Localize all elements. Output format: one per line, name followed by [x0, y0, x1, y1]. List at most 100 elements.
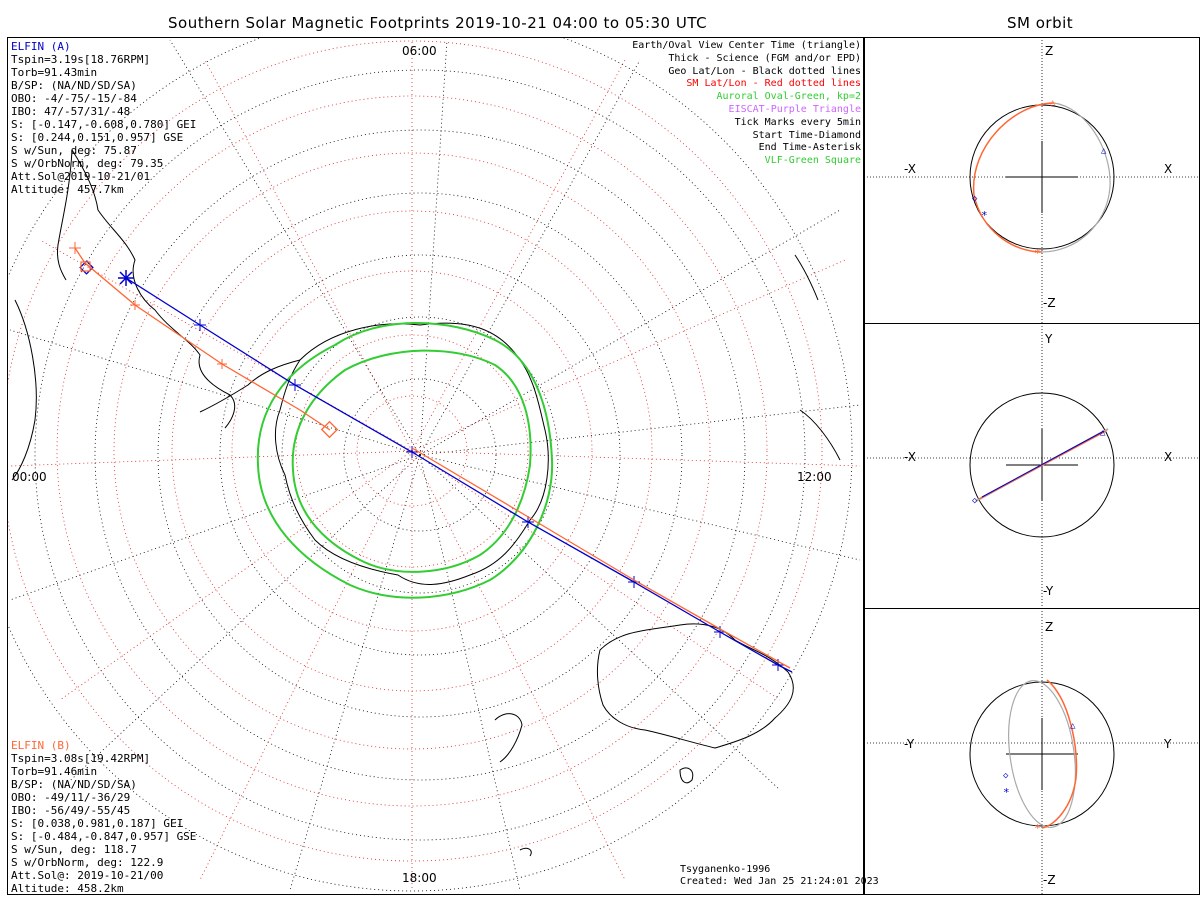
elfin-a-line: OBO: -4/-75/-15/-84 — [11, 92, 137, 105]
geo-latitude-circles — [34, 69, 806, 841]
legend-item: Earth/Oval View Center Time (triangle) — [632, 40, 861, 51]
elfin-b-name: ELFIN (B) — [11, 739, 71, 752]
orbit-start-diamond: ◇ — [972, 194, 978, 204]
orbit3-bottom-label: -Z — [1043, 873, 1056, 887]
elfin-a-line: S: [0.244,0.151,0.957] GSE — [11, 131, 184, 144]
elfin-a-line: B/SP: (NA/ND/SD/SA) — [11, 79, 137, 92]
elfin-a-line: Torb=91.43min — [11, 66, 98, 79]
orbit-start-diamond: ◇ — [1003, 771, 1009, 781]
elfin-a-end-asterisk — [118, 270, 134, 286]
geo-meridians — [9, 39, 861, 891]
tasmania — [679, 767, 694, 784]
outer-latitude-circle — [8, 38, 853, 892]
orbit-a-path — [1041, 102, 1111, 253]
elfin-b-line: Torb=91.46min — [11, 765, 98, 778]
earth-orbit-circle — [969, 681, 1115, 827]
created-timestamp: Created: Wed Jan 25 21:24:01 2023 — [680, 876, 879, 887]
orbit-panel-yz: △ ◇ * * — [864, 608, 1200, 895]
elfin-a-info: ELFIN (A) Tspin=3.19s[18.76RPM] Torb=91.… — [11, 40, 196, 196]
orbit-b-path — [1041, 679, 1078, 829]
orbit1-top-label: Z — [1045, 44, 1054, 58]
elfin-b-info: ELFIN (B) Tspin=3.08s[19.42RPM] Torb=91.… — [11, 739, 196, 895]
elfin-b-tick-marks — [69, 242, 227, 369]
orbit-b-asterisk: * — [1034, 247, 1041, 260]
orbit1-left-label: -X — [904, 162, 916, 176]
orbit-a-path-blue — [981, 430, 1105, 498]
legend-item: Thick - Science (FGM and/or EPD) — [668, 52, 861, 64]
africa-tip — [11, 299, 37, 481]
orbit2-bottom-label: -Y — [1043, 584, 1054, 598]
map-footer: Tsyganenko-1996 Created: Wed Jan 25 21:2… — [680, 864, 879, 888]
elfin-b-line: S: [0.038,0.981,0.187] GEI — [11, 817, 184, 830]
elfin-a-line: S w/OrbNorm, deg: 79.35 — [11, 157, 164, 170]
orbit-a-triangle: △ — [1100, 428, 1106, 438]
auroral-ovals — [256, 322, 554, 599]
legend-item: Geo Lat/Lon - Black dotted lines — [668, 65, 861, 77]
orbit-title: SM orbit — [1007, 14, 1074, 32]
orbit1-right-label: X — [1164, 162, 1173, 176]
legend-item: Start Time-Diamond — [752, 129, 861, 141]
legend-item: VLF-Green Square — [764, 155, 861, 167]
map-label-top: 06:00 — [402, 44, 437, 58]
elfin-a-line: IBO: 47/-57/31/-48 — [11, 105, 131, 118]
footprint-map-frame — [7, 37, 864, 895]
orbit1-bottom-label: -Z — [1043, 296, 1056, 310]
orbit-a-triangle: △ — [1070, 721, 1076, 731]
legend-item: Auroral Oval-Green, kp=2 — [716, 91, 862, 103]
orbit2-right-label: X — [1164, 450, 1173, 464]
elfin-b-line: OBO: -49/11/-36/29 — [11, 791, 131, 804]
elfin-a-track — [79, 260, 793, 673]
elfin-a-line: Att.Sol@2019-10-21/01 — [11, 170, 151, 183]
orbit2-top-label: Y — [1045, 332, 1053, 346]
elfin-b-line: S: [-0.484,-0.847,0.957] GSE — [11, 830, 197, 843]
orbit-panel-xy: ◇ △ — [864, 323, 1200, 608]
orbit-b-path — [972, 102, 1055, 253]
sm-meridians — [9, 40, 861, 890]
orbit3-left-label: -Y — [904, 737, 915, 751]
legend-item: End Time-Asterisk — [758, 142, 861, 154]
map-label-bottom: 18:00 — [402, 871, 437, 885]
south-america-coastline — [71, 149, 236, 429]
elfin-b-line: Att.Sol@: 2019-10-21/00 — [11, 869, 164, 882]
orbit2-left-label: -X — [904, 450, 916, 464]
elfin-a-name: ELFIN (A) — [11, 40, 71, 53]
elfin-b-end-square — [80, 261, 91, 272]
earth-orbit-circle — [969, 392, 1115, 538]
orbit-start-diamond: ◇ — [972, 496, 978, 506]
orbit-end-asterisk: * — [1003, 786, 1010, 799]
map-label-left: 00:00 — [12, 470, 47, 484]
antarctica-coastline — [275, 322, 549, 585]
north-australia-edge — [799, 409, 841, 461]
model-name: Tsyganenko-1996 — [680, 864, 771, 875]
auroral-oval-outer — [256, 322, 554, 599]
orbit3-right-label: Y — [1164, 737, 1172, 751]
auroral-oval-inner — [291, 349, 532, 573]
legend-item: EISCAT-Purple Triangle — [728, 103, 861, 115]
southern-islands — [519, 847, 532, 857]
elfin-b-footprint-line-2 — [411, 447, 791, 669]
orbit-panel-divider — [864, 323, 1200, 324]
elfin-b-line: B/SP: (NA/ND/SD/SA) — [11, 778, 137, 791]
orbit-a-path — [1008, 679, 1076, 829]
coastlines — [11, 149, 841, 857]
orbit-b-asterisk: * — [1034, 822, 1041, 835]
elfin-b-line: S w/Sun, deg: 118.7 — [11, 843, 137, 856]
orbit-a-triangle: △ — [1101, 146, 1107, 156]
south-america-west-coast — [57, 149, 73, 281]
elfin-a-line: S: [-0.147,-0.608,0.780] GEI — [11, 118, 197, 131]
elfin-b-line: Altitude: 458.2km — [11, 882, 124, 895]
elfin-b-track — [69, 242, 791, 669]
new-zealand — [494, 713, 523, 763]
elfin-b-line: Tspin=3.08s[19.42RPM] — [11, 752, 151, 765]
east-coast-fragment — [794, 254, 819, 301]
elfin-a-line: S w/Sun, deg: 75.87 — [11, 144, 137, 157]
legend-item: Tick Marks every 5min — [734, 116, 861, 128]
antarctic-peninsula — [199, 359, 301, 413]
map-legend: Earth/Oval View Center Time (triangle) T… — [632, 40, 861, 168]
elfin-a-line: Tspin=3.19s[18.76RPM] — [11, 53, 151, 66]
map-title: Southern Solar Magnetic Footprints 2019-… — [168, 14, 708, 32]
orbit-panel-xz: △ △ ◇ * * — [864, 37, 1200, 323]
orbit-b-triangle: △ — [1050, 98, 1056, 108]
orbit-end-asterisk: * — [981, 209, 988, 222]
elfin-b-line: S w/OrbNorm, deg: 122.9 — [11, 856, 164, 869]
